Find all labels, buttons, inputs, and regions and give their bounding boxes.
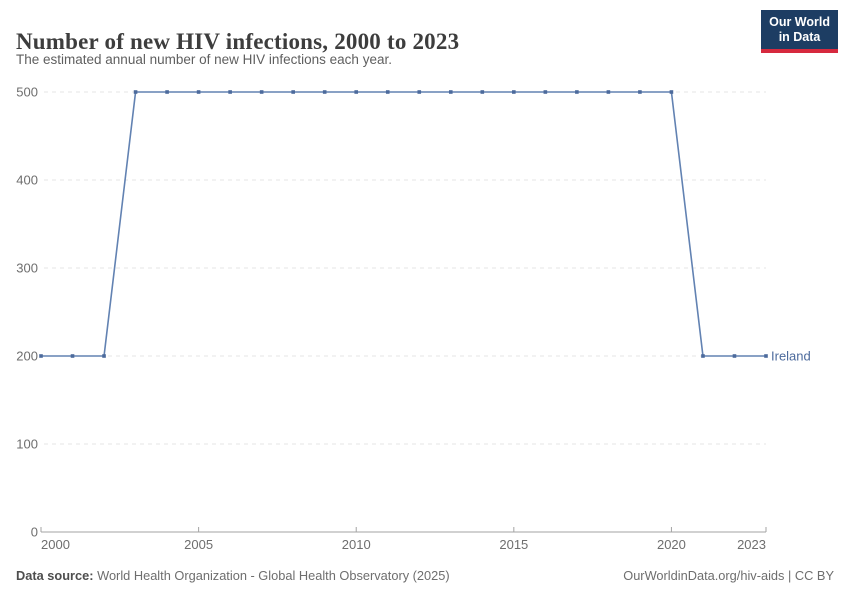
owid-logo[interactable]: Our World in Data: [761, 10, 838, 53]
data-source-text: World Health Organization - Global Healt…: [97, 568, 450, 583]
series-line-ireland[interactable]: [41, 91, 766, 357]
data-point-2005[interactable]: [196, 90, 201, 94]
data-point-2007[interactable]: [259, 90, 264, 94]
x-tick-label-2015: 2015: [499, 537, 528, 552]
data-source: Data source: World Health Organization -…: [16, 568, 450, 583]
data-point-2023[interactable]: [764, 354, 768, 358]
data-point-2006[interactable]: [228, 90, 232, 94]
credit-link[interactable]: OurWorldinData.org/hiv-aids | CC BY: [623, 568, 834, 583]
data-source-label: Data source:: [16, 568, 94, 583]
data-point-2014[interactable]: [480, 90, 485, 94]
data-point-2021[interactable]: [701, 354, 705, 358]
data-point-2011[interactable]: [385, 90, 390, 94]
data-point-2015[interactable]: [512, 90, 516, 94]
data-point-2009[interactable]: [322, 90, 327, 94]
chart-footer: Data source: World Health Organization -…: [0, 568, 850, 583]
series-label-ireland[interactable]: Ireland: [771, 349, 811, 364]
x-tick-label-2010: 2010: [342, 537, 371, 552]
data-point-2019[interactable]: [638, 90, 642, 94]
data-point-2013[interactable]: [448, 90, 453, 94]
y-tick-label-500: 500: [16, 85, 38, 100]
data-point-2018[interactable]: [606, 90, 611, 94]
data-point-2016[interactable]: [543, 90, 548, 94]
data-point-2012[interactable]: [417, 90, 422, 94]
owid-logo-line2: in Data: [778, 30, 821, 44]
data-point-2020[interactable]: [669, 90, 674, 94]
data-point-2004[interactable]: [165, 90, 169, 94]
x-tick-label-2023: 2023: [737, 537, 766, 552]
data-point-2017[interactable]: [575, 90, 579, 94]
data-point-2000[interactable]: [39, 354, 43, 358]
data-point-2010[interactable]: [354, 90, 359, 94]
x-tick-label-2000: 2000: [41, 537, 70, 552]
data-point-2001[interactable]: [70, 354, 75, 358]
y-tick-label-200: 200: [16, 349, 38, 364]
chart-subtitle: The estimated annual number of new HIV i…: [16, 52, 392, 67]
y-tick-label-400: 400: [16, 173, 38, 188]
x-tick-label-2005: 2005: [184, 537, 213, 552]
data-point-2022[interactable]: [732, 354, 737, 358]
data-point-2003[interactable]: [133, 90, 138, 94]
y-tick-label-0: 0: [31, 525, 38, 540]
x-tick-label-2020: 2020: [657, 537, 686, 552]
chart-title: Number of new HIV infections, 2000 to 20…: [16, 29, 460, 55]
owid-logo-line1: Our World: [769, 15, 830, 29]
y-tick-label-300: 300: [16, 261, 38, 276]
data-point-2002[interactable]: [102, 354, 106, 358]
y-tick-label-100: 100: [16, 437, 38, 452]
data-point-2008[interactable]: [291, 90, 295, 94]
